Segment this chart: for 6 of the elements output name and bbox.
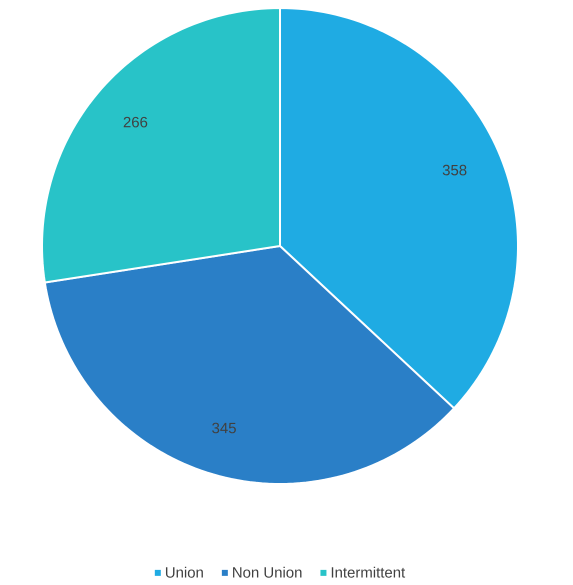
data-label: 266: [124, 116, 148, 128]
legend-label: Union: [166, 566, 203, 578]
data-label: 358: [442, 164, 466, 176]
data-label: 345: [212, 422, 236, 434]
legend-label: Non Union: [233, 566, 302, 578]
legend-label: Intermittent: [332, 566, 406, 578]
